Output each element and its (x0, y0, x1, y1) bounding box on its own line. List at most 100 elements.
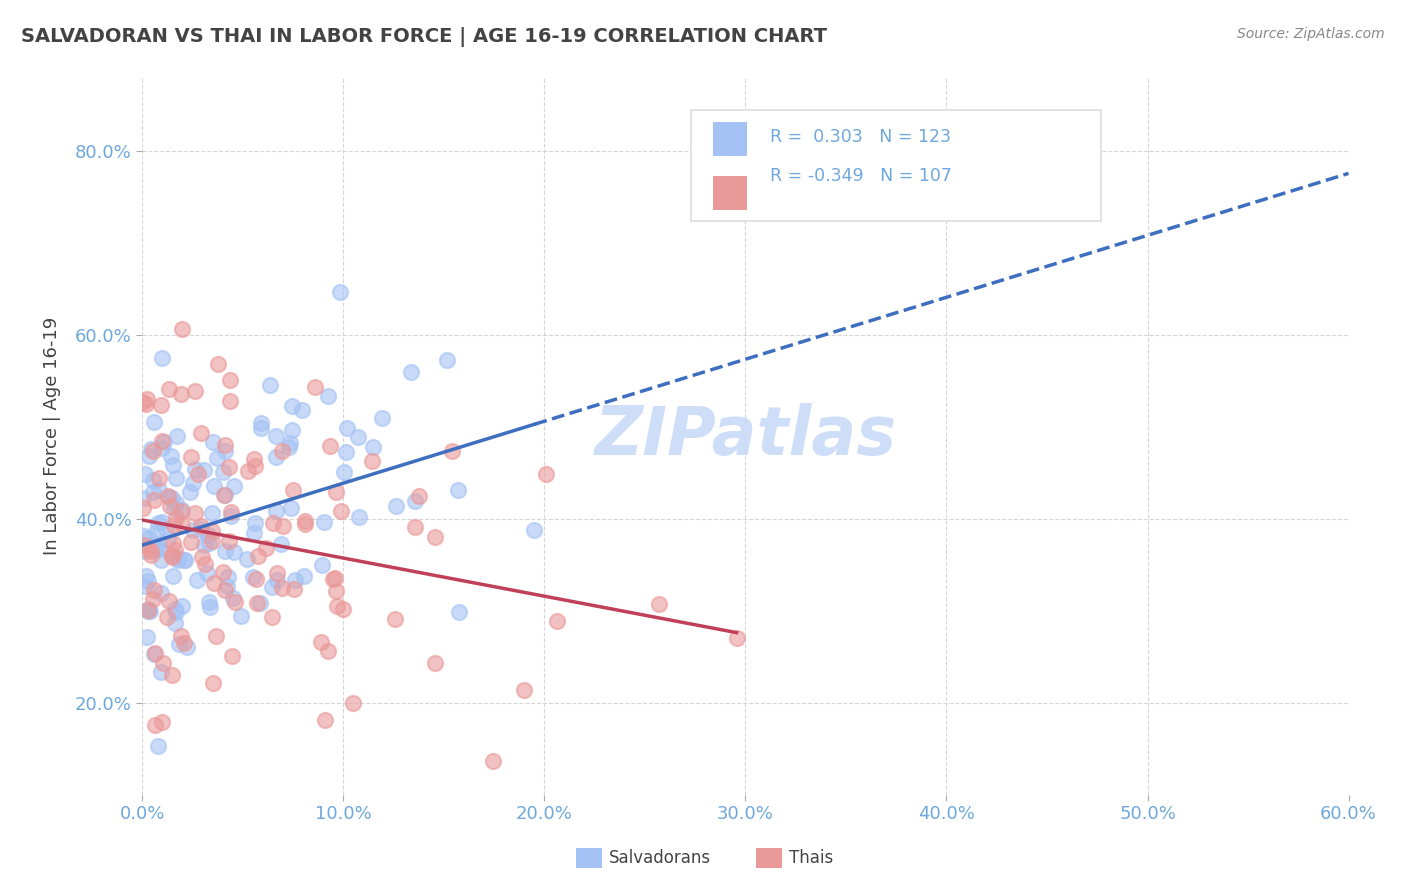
Point (159, 499, 181, 513)
Point (167, 550, 190, 565)
Point (262, 610, 284, 624)
Point (361, 454, 384, 468)
Point (200, 533, 222, 548)
Point (132, 491, 155, 505)
Point (136, 574, 159, 588)
Point (138, 450, 160, 464)
Point (132, 500, 155, 515)
Point (294, 515, 316, 529)
Point (202, 479, 225, 493)
Point (246, 596, 269, 610)
Point (165, 471, 187, 485)
Point (214, 543, 236, 558)
Point (173, 636, 195, 650)
Point (172, 502, 194, 516)
Point (280, 423, 302, 437)
Point (134, 579, 156, 593)
Point (141, 548, 163, 562)
Y-axis label: In Labor Force | Age 16-19: In Labor Force | Age 16-19 (44, 318, 60, 556)
Point (143, 718, 166, 732)
Point (278, 435, 301, 450)
Point (198, 535, 221, 549)
Point (264, 429, 287, 443)
Point (322, 572, 344, 586)
Point (214, 488, 236, 502)
Point (136, 601, 159, 615)
Point (160, 491, 183, 506)
Point (150, 351, 173, 365)
Point (271, 444, 294, 458)
Point (172, 599, 194, 613)
Point (330, 504, 353, 518)
Point (176, 640, 198, 655)
Point (157, 532, 180, 546)
Point (135, 396, 157, 410)
Point (346, 430, 368, 444)
Point (194, 557, 217, 571)
Point (266, 566, 288, 581)
Point (139, 442, 162, 456)
Point (193, 538, 215, 552)
Point (141, 543, 163, 558)
Point (283, 483, 305, 497)
Point (254, 541, 277, 555)
Point (259, 377, 281, 392)
Point (162, 569, 184, 583)
Point (169, 628, 191, 642)
Point (371, 411, 394, 425)
Point (165, 605, 187, 619)
Point (146, 516, 169, 530)
Text: ZIPatlas: ZIPatlas (595, 403, 897, 469)
Point (136, 541, 159, 555)
Point (292, 569, 315, 583)
Point (294, 517, 316, 532)
Point (135, 631, 157, 645)
Point (222, 545, 245, 559)
Point (245, 572, 267, 586)
Point (142, 492, 165, 507)
Point (142, 485, 165, 500)
Point (440, 443, 463, 458)
Point (449, 605, 471, 619)
Point (162, 536, 184, 550)
Point (219, 505, 242, 519)
Point (214, 582, 236, 597)
Point (534, 467, 557, 481)
Point (224, 594, 246, 608)
Point (184, 462, 207, 476)
Point (149, 552, 172, 566)
Text: Thais: Thais (789, 849, 832, 867)
Point (326, 599, 349, 614)
Point (325, 571, 347, 585)
Point (183, 384, 205, 399)
Point (408, 489, 430, 503)
Point (156, 609, 179, 624)
Point (245, 516, 267, 530)
Point (142, 648, 165, 662)
Point (647, 597, 669, 611)
Point (222, 591, 245, 605)
Point (145, 525, 167, 540)
Point (169, 386, 191, 401)
Point (214, 444, 236, 458)
Point (214, 438, 236, 452)
Point (163, 543, 186, 558)
Point (138, 604, 160, 618)
Point (172, 517, 194, 532)
Point (349, 510, 371, 524)
Point (132, 538, 155, 552)
Point (183, 506, 205, 520)
Bar (713, 122, 747, 156)
Point (197, 527, 219, 541)
Point (513, 682, 536, 697)
Point (142, 444, 165, 458)
Point (149, 585, 172, 599)
Point (242, 525, 264, 540)
Point (138, 531, 160, 545)
Point (725, 632, 748, 646)
Point (207, 357, 229, 371)
Point (385, 499, 408, 513)
Point (284, 573, 307, 587)
Point (195, 566, 218, 580)
Point (201, 524, 224, 538)
